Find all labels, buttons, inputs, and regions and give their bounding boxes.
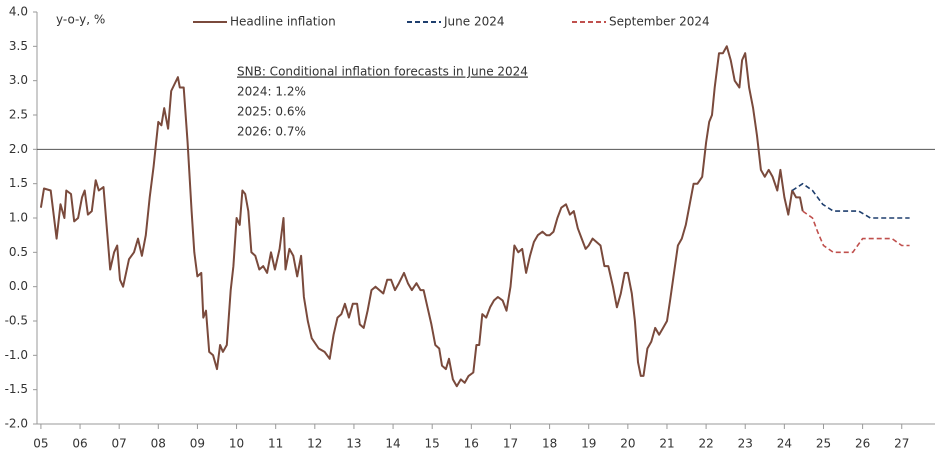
x-tick-label: 14 (385, 437, 400, 451)
y-tick-label: 2.5 (9, 108, 28, 122)
y-tick-label: 4.0 (9, 5, 28, 19)
y-tick-label: 3.0 (9, 73, 28, 87)
x-tick-label: 22 (698, 437, 713, 451)
x-tick-label: 17 (503, 437, 518, 451)
x-tick-label: 21 (659, 437, 674, 451)
x-tick-label: 23 (738, 437, 753, 451)
x-tick-label: 05 (33, 437, 48, 451)
legend-label: September 2024 (609, 15, 710, 29)
x-tick-label: 18 (542, 437, 557, 451)
y-tick-label: 3.5 (9, 39, 28, 53)
x-tick-label: 07 (112, 437, 127, 451)
legend-label: Headline inflation (230, 15, 336, 29)
annotation-line: 2025: 0.6% (237, 105, 306, 119)
x-tick-label: 19 (581, 437, 596, 451)
x-tick-label: 16 (464, 437, 479, 451)
annotation-line: 2026: 0.7% (237, 125, 306, 139)
y-tick-label: -0.5 (5, 314, 28, 328)
y-tick-label: -1.5 (5, 382, 28, 396)
y-tick-label: 0.0 (9, 279, 28, 293)
x-tick-label: 08 (151, 437, 166, 451)
series-line (791, 182, 910, 219)
x-tick-label: 10 (229, 437, 244, 451)
x-tick-label: 09 (190, 437, 205, 451)
annotation-title: SNB: Conditional inflation forecasts in … (237, 65, 528, 79)
x-tick-label: 24 (777, 437, 792, 451)
y-axis-label: y-o-y, % (56, 13, 105, 27)
legend-label: June 2024 (443, 15, 505, 29)
y-tick-label: -1.0 (5, 348, 28, 362)
series-line (802, 210, 910, 254)
y-tick-label: -2.0 (5, 417, 28, 431)
y-tick-label: 2.0 (9, 142, 28, 156)
x-tick-label: 25 (816, 437, 831, 451)
x-tick-label: 20 (620, 437, 635, 451)
x-tick-label: 11 (268, 437, 283, 451)
y-tick-label: 0.5 (9, 245, 28, 259)
y-tick-label: 1.0 (9, 211, 28, 225)
annotation-line: 2024: 1.2% (237, 85, 306, 99)
x-tick-label: 12 (307, 437, 322, 451)
x-tick-label: 06 (72, 437, 87, 451)
x-tick-label: 27 (894, 437, 909, 451)
x-tick-label: 13 (346, 437, 361, 451)
y-tick-label: 1.5 (9, 176, 28, 190)
series-line (39, 45, 804, 388)
x-tick-label: 26 (855, 437, 870, 451)
x-tick-label: 15 (425, 437, 440, 451)
